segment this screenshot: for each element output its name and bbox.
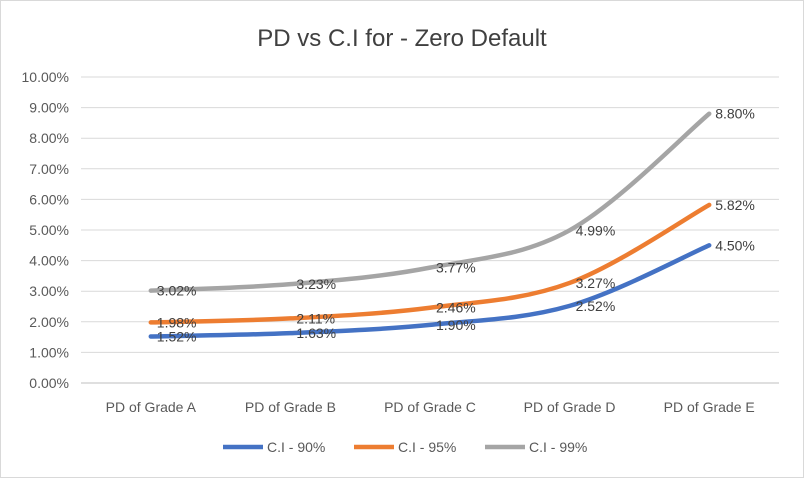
chart-title: PD vs C.I for - Zero Default [257, 25, 547, 52]
y-tick-label: 2.00% [29, 314, 69, 330]
legend-label: C.I - 90% [267, 439, 325, 455]
y-tick-label: 6.00% [29, 191, 69, 207]
y-tick-label: 0.00% [29, 375, 69, 391]
data-label: 2.11% [296, 310, 335, 326]
y-axis-ticks: 0.00% 1.00% 2.00% 3.00% 4.00% 5.00% 6.00% 7.00%… [22, 69, 69, 391]
y-tick-label: 1.00% [29, 344, 69, 360]
x-tick-label: PD of Grade C [384, 399, 476, 415]
y-tick-label: 9.00% [29, 100, 69, 116]
x-tick-label: PD of Grade B [245, 399, 336, 415]
series-line [148, 243, 712, 339]
y-tick-label: 3.00% [29, 283, 69, 299]
series-line [148, 202, 712, 325]
data-label: 2.46% [436, 300, 476, 316]
data-labels: 1.52% 1.63% 1.90% 2.52% 4.50% 1.98% 2.11% 2.46%… [157, 106, 755, 345]
data-label: 3.77% [436, 260, 476, 276]
data-label: 1.98% [157, 314, 197, 330]
x-tick-label: PD of Grade A [106, 399, 197, 415]
y-tick-label: 7.00% [29, 161, 69, 177]
data-label: 8.80% [715, 106, 755, 122]
data-label: 3.02% [157, 283, 197, 299]
legend-label: C.I - 95% [398, 439, 456, 455]
x-tick-label: PD of Grade E [664, 399, 755, 415]
y-tick-label: 10.00% [22, 69, 69, 85]
data-label: 1.52% [157, 328, 197, 344]
legend: C.I - 90% C.I - 95% C.I - 99% [223, 439, 587, 455]
data-label: 5.82% [715, 197, 755, 213]
data-label: 1.63% [296, 325, 336, 341]
series-lines [148, 111, 712, 339]
y-tick-label: 4.00% [29, 253, 69, 269]
data-label: 1.90% [436, 317, 476, 333]
x-tick-label: PD of Grade D [524, 399, 616, 415]
data-label: 3.23% [296, 276, 336, 292]
data-label: 4.50% [715, 237, 755, 253]
data-label: 3.27% [576, 275, 616, 291]
data-label: 4.99% [576, 222, 616, 238]
x-axis-ticks: PD of Grade A PD of Grade B PD of Grade C P… [106, 399, 755, 415]
data-label: 2.52% [576, 298, 616, 314]
series-line [148, 111, 712, 293]
y-tick-label: 5.00% [29, 222, 69, 238]
legend-label: C.I - 99% [529, 439, 587, 455]
y-tick-label: 8.00% [29, 130, 69, 146]
